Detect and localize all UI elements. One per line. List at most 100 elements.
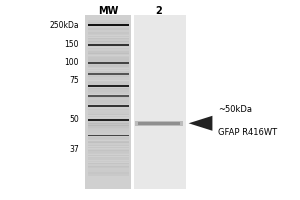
Bar [88, 30, 129, 32]
Bar [88, 163, 129, 164]
Text: 250kDa: 250kDa [49, 21, 79, 30]
Bar [88, 44, 129, 46]
Bar [88, 71, 129, 73]
Bar [88, 155, 129, 156]
Bar [88, 112, 129, 114]
Bar [88, 73, 129, 74]
Bar [88, 90, 129, 92]
Bar [88, 53, 129, 55]
Bar [88, 128, 129, 129]
Bar [88, 67, 129, 68]
Bar [88, 48, 129, 49]
Bar [88, 131, 129, 133]
Bar [88, 109, 129, 112]
Text: ~50kDa: ~50kDa [218, 105, 252, 114]
Bar [88, 85, 129, 87]
Bar [88, 96, 129, 98]
Bar [88, 166, 129, 168]
Bar [88, 56, 129, 57]
Bar [88, 81, 129, 82]
Bar [88, 129, 129, 131]
Bar [88, 65, 129, 67]
Bar [88, 84, 129, 86]
Bar [132, 15, 186, 189]
Bar [88, 158, 129, 160]
Bar [88, 59, 129, 61]
Bar [88, 107, 129, 110]
Bar [88, 105, 129, 107]
Bar [88, 88, 129, 90]
Bar [88, 57, 129, 59]
Text: 150: 150 [64, 40, 79, 49]
Bar [88, 135, 129, 137]
Bar [88, 44, 129, 45]
Bar [88, 95, 129, 96]
Bar [88, 28, 129, 30]
Bar [88, 32, 129, 34]
Bar [88, 92, 129, 94]
Bar [88, 41, 129, 44]
Bar [88, 26, 129, 28]
Bar [131, 15, 134, 189]
Text: 50: 50 [69, 115, 79, 124]
Bar [88, 142, 129, 145]
Text: 2: 2 [155, 6, 162, 16]
Bar [88, 49, 129, 51]
Bar [88, 73, 129, 75]
Bar [88, 63, 129, 65]
Text: 100: 100 [64, 58, 79, 67]
Bar [88, 141, 129, 143]
Bar [88, 98, 129, 100]
Bar [88, 106, 129, 107]
Bar [88, 38, 129, 39]
Bar [88, 147, 129, 148]
Bar [88, 46, 129, 47]
Bar [88, 172, 129, 174]
Bar [88, 118, 129, 119]
Bar [88, 34, 129, 35]
Bar [88, 95, 129, 97]
Bar [88, 75, 129, 77]
Bar [88, 150, 129, 153]
Bar [88, 24, 129, 26]
Bar [88, 104, 129, 106]
Bar [88, 79, 129, 80]
Bar [88, 39, 129, 42]
Bar [88, 125, 129, 128]
Text: MW: MW [98, 6, 119, 16]
Bar [88, 62, 129, 64]
Bar [88, 102, 129, 104]
Text: 75: 75 [69, 76, 79, 85]
Bar [88, 61, 129, 63]
Bar [88, 157, 129, 158]
Bar [88, 51, 129, 54]
Bar [88, 22, 129, 24]
Bar [88, 123, 129, 126]
Bar [138, 122, 180, 125]
Bar [88, 119, 129, 121]
Bar [88, 135, 129, 136]
Bar [88, 69, 129, 70]
Bar [88, 76, 129, 79]
Bar [88, 145, 129, 146]
Bar [88, 36, 129, 37]
Bar [88, 174, 129, 176]
Text: GFAP R416WT: GFAP R416WT [218, 128, 278, 137]
Bar [88, 139, 129, 140]
Bar [88, 161, 129, 162]
Polygon shape [189, 116, 212, 131]
Bar [88, 170, 129, 172]
Bar [135, 121, 183, 126]
Bar [88, 116, 129, 117]
Bar [88, 86, 129, 89]
Bar [88, 120, 129, 121]
Bar [88, 100, 129, 102]
Bar [88, 153, 129, 154]
Bar [88, 24, 129, 26]
Text: 37: 37 [69, 145, 79, 154]
Bar [186, 15, 298, 189]
Bar [88, 164, 129, 167]
Bar [88, 82, 129, 84]
Bar [88, 168, 129, 170]
Bar [88, 149, 129, 151]
